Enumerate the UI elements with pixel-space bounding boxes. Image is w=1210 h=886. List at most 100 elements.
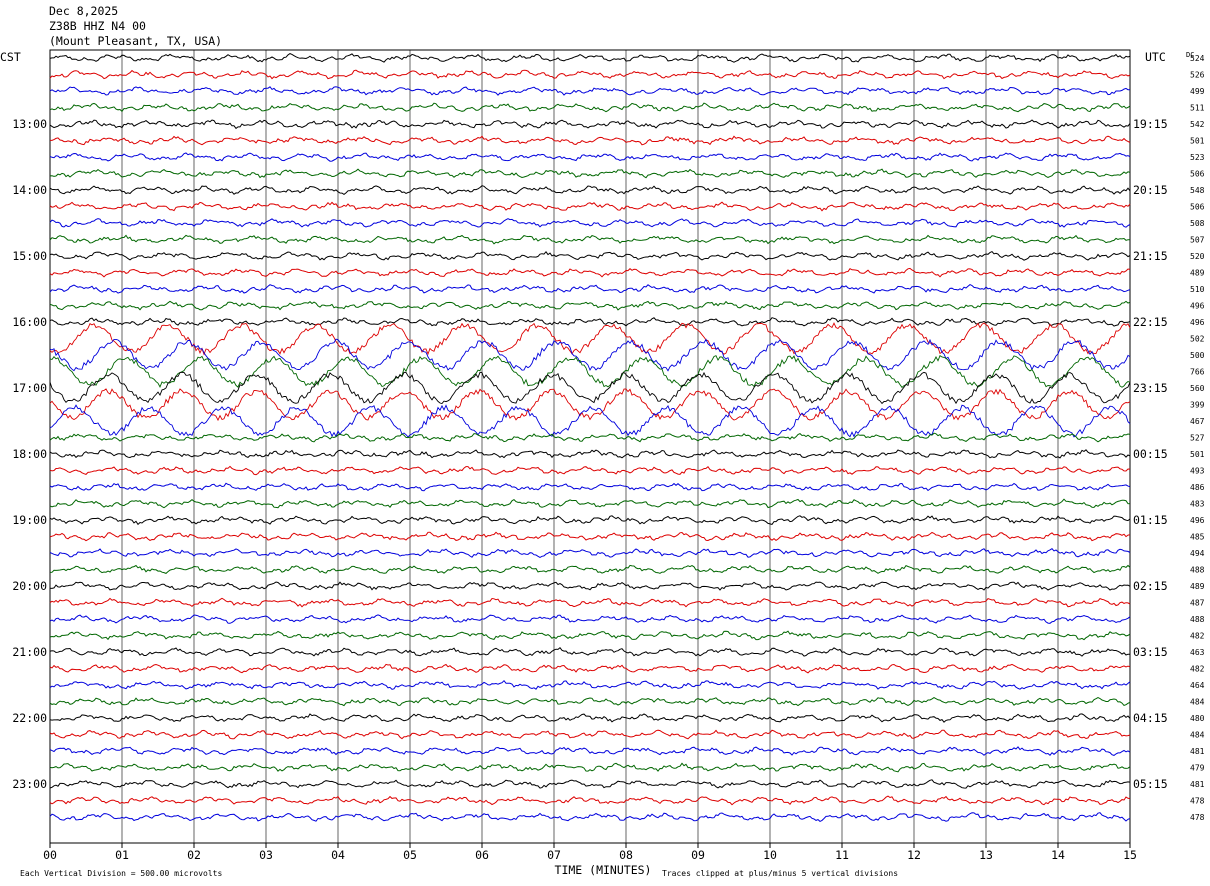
dc-offset-label: 507 [1190,236,1205,245]
dc-offset-label: 482 [1190,632,1205,641]
cst-axis-label: CST [0,50,21,64]
station-label: Z38B HHZ N4 00 [49,19,146,33]
trace-line [49,300,1131,311]
trace-line [49,218,1131,228]
trace-line [49,102,1131,113]
trace-line [49,449,1131,459]
x-tick-label: 11 [835,848,849,862]
location-label: (Mount Pleasant, TX, USA) [49,34,223,48]
trace-line [49,498,1131,509]
cst-hour-label: 22:00 [12,711,47,725]
trace-line [49,581,1131,591]
dc-offset-label: 478 [1190,813,1205,822]
trace-line [49,388,1131,422]
dc-offset-label: 487 [1190,599,1205,608]
cst-hour-label: 21:00 [12,645,47,659]
cst-hour-label: 20:00 [12,579,47,593]
trace-line [49,482,1131,492]
x-tick-label: 12 [907,848,921,862]
trace-line [49,630,1131,641]
dc-offset-label: 501 [1190,137,1205,146]
trace-line [49,597,1131,608]
cst-hour-label: 19:00 [12,513,47,527]
dc-offset-label: 520 [1190,252,1205,261]
date-label: Dec 8,2025 [49,4,119,18]
cst-hour-label: 18:00 [12,447,47,461]
utc-hour-label: 21:15 [1133,249,1168,263]
dc-offset-label: 481 [1190,747,1205,756]
dc-offset-label: 499 [1190,87,1205,96]
dc-offset-label: 484 [1190,731,1205,740]
x-tick-label: 02 [187,848,201,862]
dc-offset-label: 480 [1190,714,1205,723]
trace-line [49,86,1130,96]
trace-line [49,812,1131,822]
dc-offset-label: 496 [1190,302,1205,311]
dc-offset-label: 486 [1190,483,1205,492]
dc-offset-label: 485 [1190,533,1205,542]
cst-hour-label: 16:00 [12,315,47,329]
trace-line [49,646,1131,657]
dc-offset-label: 511 [1190,104,1205,113]
x-tick-label: 00 [43,848,57,862]
dc-offset-label: 506 [1190,170,1205,179]
utc-hour-label: 23:15 [1133,381,1168,395]
dc-offset-label: 560 [1190,384,1205,393]
dc-offset-label: 506 [1190,203,1205,212]
dc-offset-label: 548 [1190,186,1205,195]
trace-line [49,697,1131,707]
utc-hour-label: 19:15 [1133,117,1168,131]
dc-offset-label: 467 [1190,417,1205,426]
dc-offset-label: 481 [1190,780,1205,789]
dc-offset-label: 496 [1190,516,1205,525]
dc-offset-label: 489 [1190,582,1205,591]
x-tick-label: 01 [115,848,129,862]
trace-line [49,201,1131,212]
cst-hour-label: 14:00 [12,183,47,197]
dc-offset-label: 496 [1190,318,1205,327]
trace-line [49,564,1131,574]
dc-offset-label: 484 [1190,698,1205,707]
dc-offset-label: 478 [1190,797,1205,806]
x-tick-label: 14 [1051,848,1065,862]
x-tick-label: 10 [763,848,777,862]
trace-line [49,267,1131,278]
trace-line [49,322,1131,356]
trace-line [49,69,1131,80]
dc-offset-label: 494 [1190,549,1205,558]
dc-offset-label: 483 [1190,500,1205,509]
trace-line [49,762,1131,773]
trace-line [49,614,1131,624]
dc-offset-label: 488 [1190,566,1205,575]
dc-offset-label: 510 [1190,285,1205,294]
trace-line [49,663,1131,674]
utc-axis-label: UTC [1145,50,1166,64]
trace-line [49,531,1131,542]
dc-offset-label: 488 [1190,615,1205,624]
trace-line [49,795,1131,806]
dc-offset-label: 399 [1190,401,1205,410]
dc-label: DC [1186,51,1194,59]
trace-line [49,779,1131,789]
trace-line [49,185,1131,196]
dc-offset-label: 523 [1190,153,1205,162]
trace-line [49,317,1131,327]
clipping-note: Traces clipped at plus/minus 5 vertical … [662,869,898,878]
trace-line [49,234,1130,245]
trace-line [49,746,1131,757]
utc-hour-label: 00:15 [1133,447,1168,461]
cst-hour-label: 15:00 [12,249,47,263]
utc-hour-label: 05:15 [1133,777,1168,791]
utc-hour-label: 02:15 [1133,579,1168,593]
trace-line [49,119,1131,130]
dc-offset-label: 527 [1190,434,1205,443]
x-tick-label: 05 [403,848,417,862]
trace-line [49,713,1131,723]
trace-line [49,371,1131,405]
trace-line [49,729,1131,740]
trace-line [49,338,1131,372]
cst-hour-label: 23:00 [12,777,47,791]
x-tick-label: 04 [331,848,345,862]
trace-line [49,465,1131,476]
dc-offset-label: 489 [1190,269,1205,278]
